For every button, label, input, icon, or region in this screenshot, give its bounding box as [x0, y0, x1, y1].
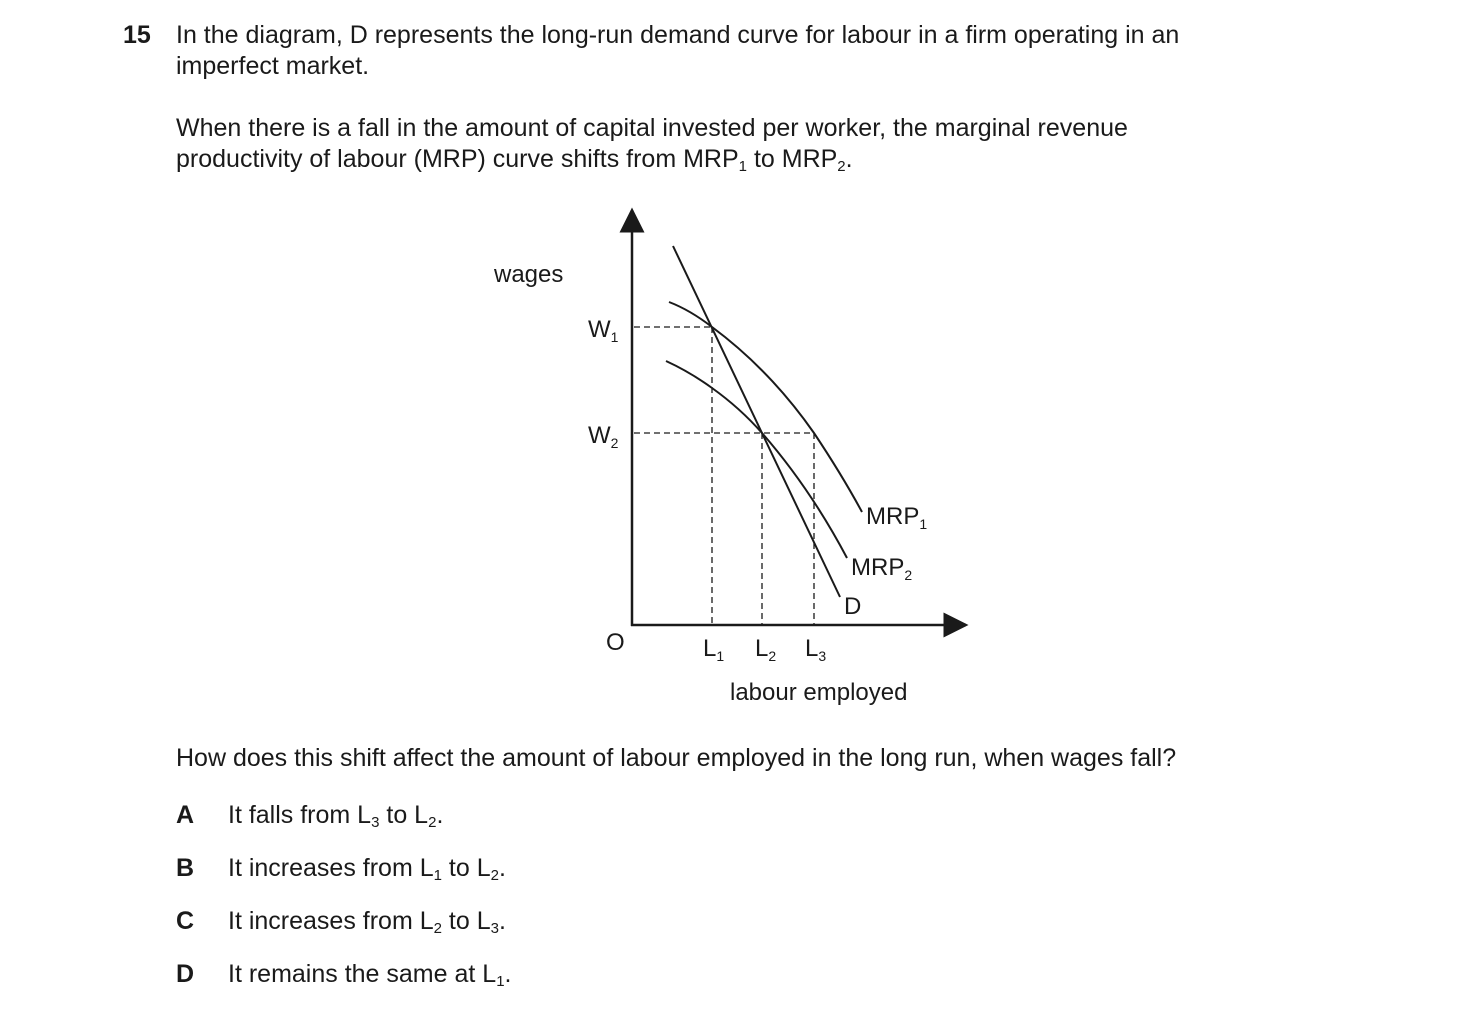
x-axis-label: labour employed [730, 679, 907, 706]
option-text: It increases from L2 to L3. [228, 907, 506, 937]
origin-label: O [606, 629, 625, 656]
l1-label: L1 [703, 635, 724, 664]
intro-line-1: In the diagram, D represents the long-ru… [176, 21, 1180, 49]
context-line-2: productivity of labour (MRP) curve shift… [176, 145, 853, 175]
question-number: 15 [123, 21, 151, 49]
mrp1-label: MRP1 [866, 503, 927, 532]
option-text: It falls from L3 to L2. [228, 801, 444, 831]
option-letter: D [176, 960, 195, 988]
mrp1-curve [668, 301, 863, 513]
option-letter: C [176, 907, 195, 935]
w1-label: W1 [588, 316, 619, 345]
d-label: D [844, 593, 861, 620]
l3-label: L3 [805, 635, 826, 664]
question-prompt: How does this shift affect the amount of… [176, 744, 1177, 772]
intro-line-2: imperfect market. [176, 52, 370, 80]
option-text: It remains the same at L1. [228, 960, 512, 990]
w2-label: W2 [588, 422, 619, 451]
labour-market-diagram: wages W1 W2 O L1 L2 L3 MRP1 MRP2 D labou… [493, 207, 969, 706]
option-text: It increases from L1 to L2. [228, 854, 506, 884]
question-context: When there is a fall in the amount of ca… [176, 113, 1340, 175]
option-letter: B [176, 854, 195, 882]
question-intro: In the diagram, D represents the long-ru… [176, 20, 1340, 82]
y-axis-label: wages [493, 261, 563, 288]
demand-curve-d [672, 245, 841, 598]
context-line-1: When there is a fall in the amount of ca… [176, 114, 1128, 142]
mrp2-curve [665, 360, 848, 559]
option-letter: A [176, 801, 195, 829]
l2-label: L2 [755, 635, 776, 664]
mrp2-label: MRP2 [851, 554, 912, 583]
